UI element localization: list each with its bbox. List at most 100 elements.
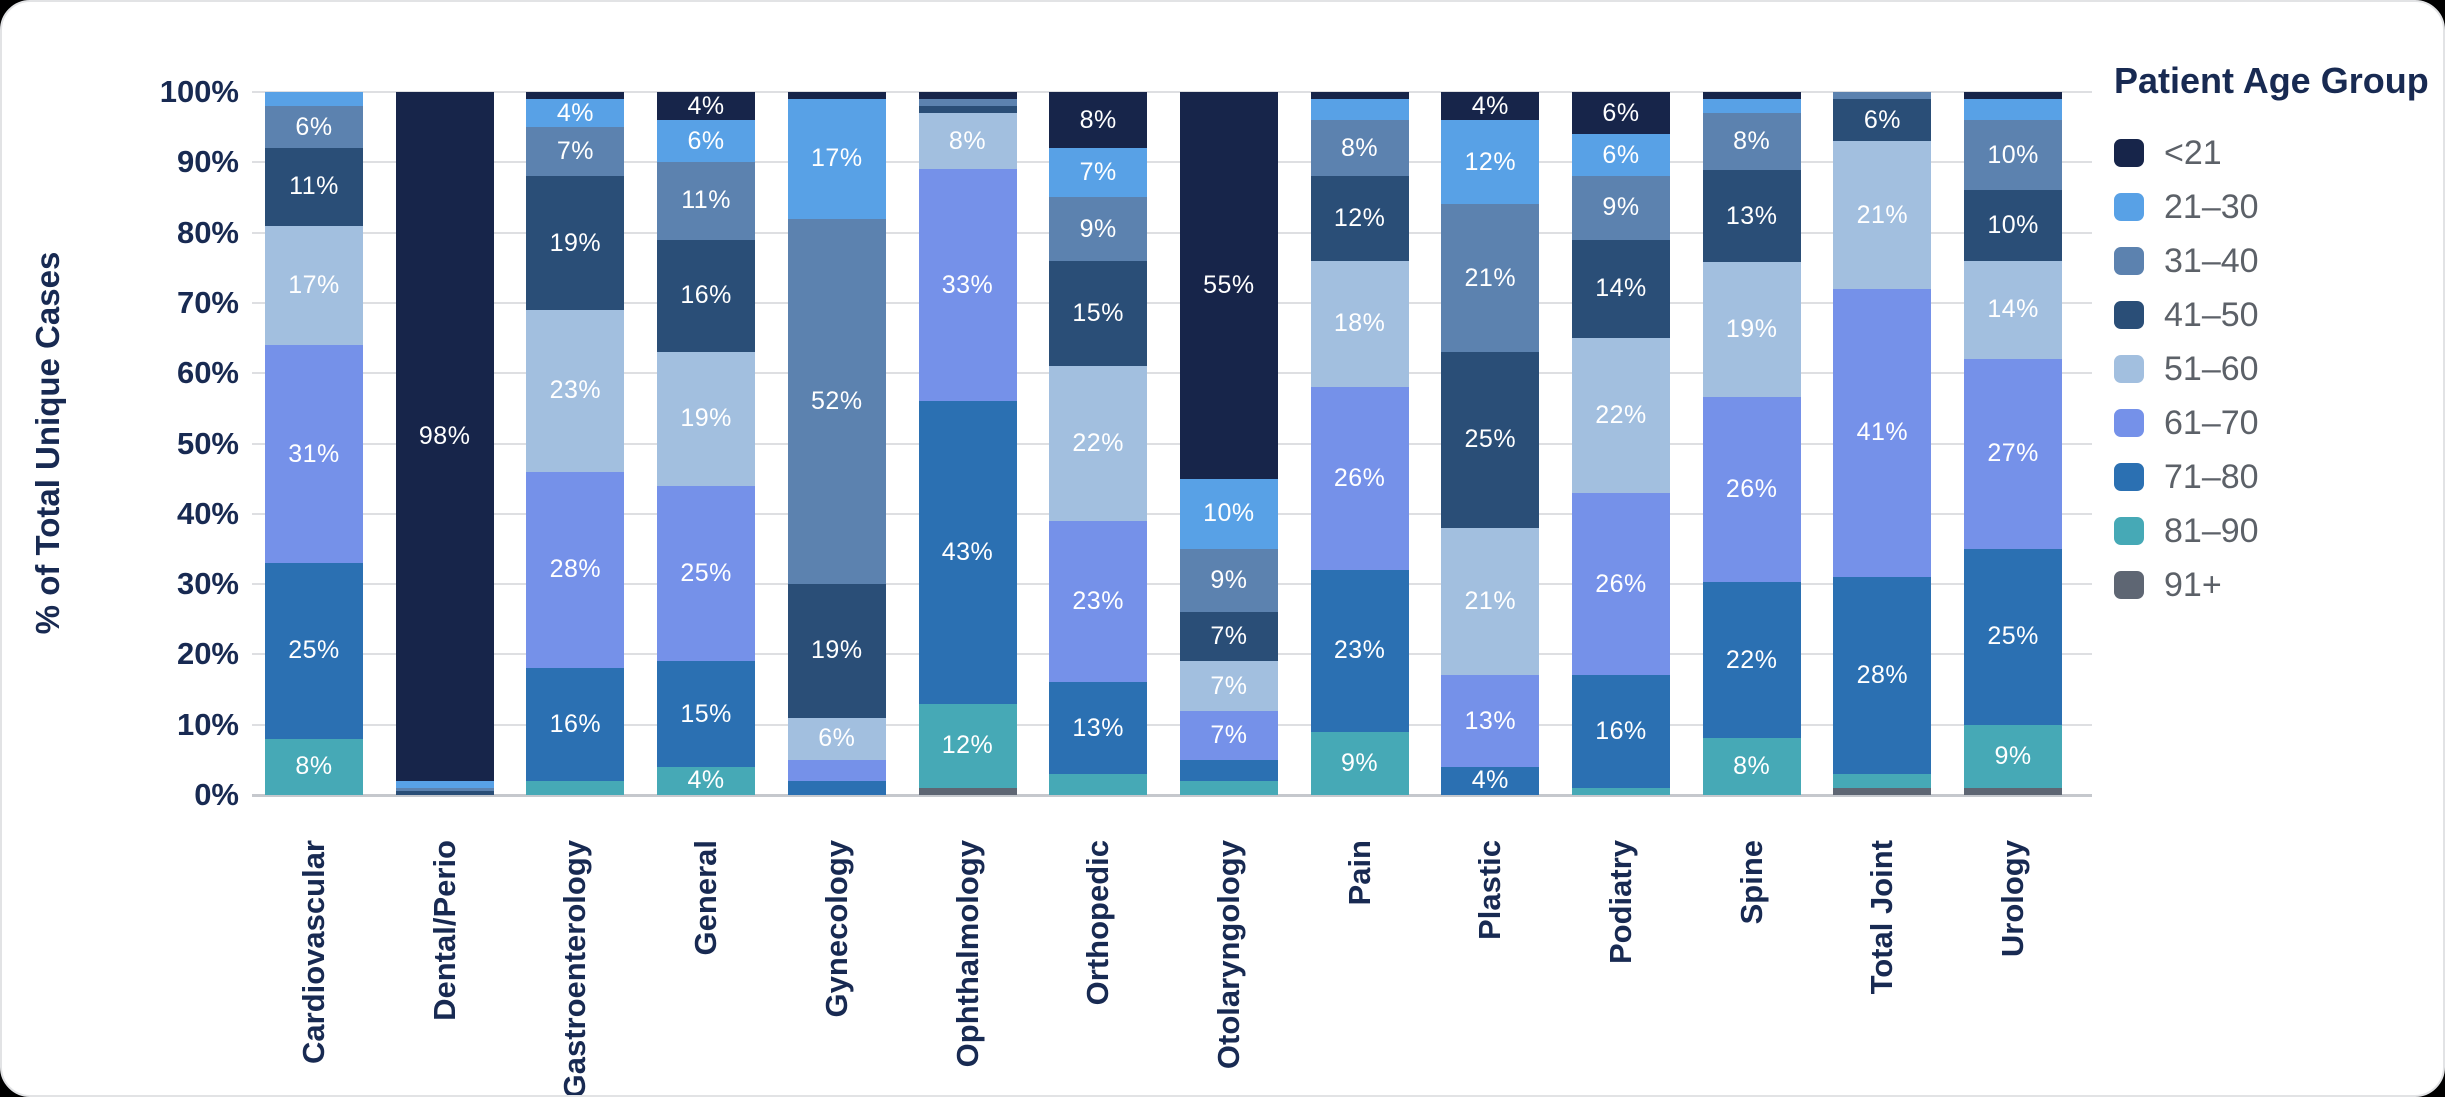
bar-segment: 23% — [1310, 569, 1409, 732]
bar-segment: 8% — [918, 113, 1017, 170]
bar-segment: 6% — [1572, 134, 1670, 177]
segment-label: 9% — [1079, 214, 1117, 243]
legend-label: 81–90 — [2164, 512, 2259, 550]
segment-label: 10% — [1987, 211, 2039, 240]
segment-label: 22% — [1725, 645, 1778, 674]
bar-segment: 52% — [787, 218, 886, 585]
legend-swatch — [2114, 517, 2144, 545]
bar-segment — [1179, 780, 1278, 795]
bar-orthopedic: 8% 7% 9% 15% 22% 23% 13% — [1049, 92, 1148, 795]
bar-segment — [1310, 92, 1409, 100]
legend-swatch — [2114, 571, 2144, 599]
bar-segment: 8% — [1310, 120, 1409, 177]
segment-label: 19% — [549, 228, 602, 257]
bar-segment — [1833, 787, 1932, 795]
bar-segment: 23% — [526, 309, 625, 472]
bar-segment: 25% — [265, 562, 363, 739]
bar-segment: 26% — [1310, 387, 1409, 570]
bar-segment — [1310, 99, 1409, 121]
bar-segment: 8% — [1049, 92, 1148, 149]
y-tick-label: 40% — [176, 495, 239, 531]
legend-swatch — [2114, 193, 2144, 221]
segment-label: 13% — [1725, 201, 1778, 230]
legend-swatch — [2114, 409, 2144, 437]
segment-label: 21% — [1464, 263, 1517, 292]
bar-otolaryngology: 55% 10% 9% 7% 7% 7% — [1179, 92, 1278, 795]
bar-segment: 9% — [1310, 731, 1409, 795]
segment-label: 9% — [1341, 748, 1379, 777]
segment-label: 19% — [811, 636, 863, 665]
bar-segment: 26% — [1572, 492, 1670, 676]
bar-pain: 8% 12% 18% 26% 23% 9% — [1310, 92, 1409, 795]
segment-label: 17% — [811, 144, 863, 173]
bar-segment — [526, 780, 625, 795]
segment-label: 12% — [1333, 204, 1386, 232]
segment-label: 26% — [1333, 464, 1386, 493]
bar-segment — [787, 780, 886, 795]
segment-label: 16% — [1595, 717, 1647, 746]
x-axis-label: Plastic — [1472, 840, 1508, 940]
bar-general: 4% 6% 11% 16% 19% 25% 15% 4% — [657, 92, 756, 795]
segment-label: 14% — [1595, 274, 1647, 303]
segment-label: 6% — [1602, 140, 1640, 169]
bar-spine: 8% 13% 19% 26% 22% 8% — [1702, 92, 1801, 795]
bar-segment: 7% — [1179, 710, 1278, 760]
segment-label: 31% — [288, 439, 340, 468]
gridline — [252, 653, 2092, 656]
bar-segment — [1572, 787, 1670, 795]
segment-label: 43% — [941, 537, 994, 566]
bar-segment: 10% — [1964, 190, 2063, 261]
segment-label: 7% — [1079, 158, 1117, 187]
segment-label: 9% — [1210, 566, 1248, 595]
legend-label: 61–70 — [2164, 404, 2259, 442]
bar-segment: 9% — [1049, 197, 1148, 261]
bar-segment: 27% — [1964, 359, 2063, 549]
y-tick-label: 60% — [176, 355, 239, 391]
segment-label: 18% — [1333, 309, 1386, 338]
segment-label: 16% — [680, 281, 732, 310]
bar-segment: 19% — [526, 176, 625, 310]
bar-segment: 21% — [1833, 141, 1932, 289]
bar-segment — [1833, 773, 1932, 788]
x-axis-label: Gastroenterology — [557, 840, 593, 1097]
bar-segment: 23% — [1049, 520, 1148, 683]
bar-segment: 4% — [1441, 92, 1540, 121]
segment-label: 11% — [289, 172, 339, 201]
gridline — [252, 231, 2092, 234]
bar-segment: 10% — [1964, 120, 2063, 191]
segment-label: 13% — [1072, 713, 1124, 742]
bar-segment: 25% — [1441, 352, 1540, 528]
segment-label: 9% — [1994, 741, 2032, 770]
bar-segment: 41% — [1833, 288, 1932, 578]
gridline — [252, 583, 2092, 586]
bar-segment — [1964, 92, 2063, 100]
bar-segment: 31% — [265, 345, 363, 563]
bar-segment — [918, 92, 1017, 100]
x-axis-label: Spine — [1733, 840, 1769, 925]
y-tick-label: 90% — [176, 144, 239, 180]
gridline — [252, 91, 2092, 93]
segment-label: 16% — [549, 710, 602, 739]
bar-segment: 6% — [1572, 92, 1670, 135]
segment-label: 25% — [680, 559, 732, 588]
legend-swatch — [2114, 355, 2144, 383]
legend-item: 81–90 — [2114, 512, 2429, 550]
bar-gynecology: 17% 52% 19% 6% — [787, 92, 886, 795]
bar-segment: 7% — [526, 127, 625, 177]
segment-label: 10% — [1987, 140, 2039, 169]
bar-plastic: 4% 12% 21% 25% 21% 13% 4% — [1441, 92, 1540, 795]
segment-label: 9% — [1602, 193, 1640, 222]
bar-segment: 13% — [1049, 682, 1148, 774]
bar-cardiovascular: 6% 11% 17% 31% 25% 8% — [265, 92, 363, 795]
segment-label: 4% — [687, 92, 725, 120]
x-axis-label: Gynecology — [818, 840, 854, 1018]
y-tick-label: 20% — [176, 636, 239, 672]
bar-segment: 43% — [918, 401, 1017, 704]
segment-label: 4% — [687, 766, 725, 795]
bar-dental-perio: 98% — [395, 92, 494, 795]
bar-segment — [1702, 92, 1801, 100]
bar-segment — [526, 92, 625, 100]
legend-item: 61–70 — [2114, 404, 2429, 442]
gridline — [252, 161, 2092, 164]
